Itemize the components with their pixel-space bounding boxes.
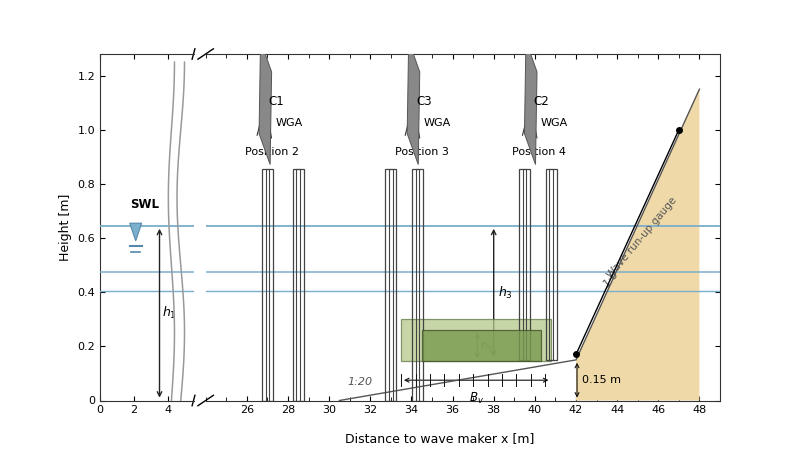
Text: $h_v$: $h_v$ bbox=[480, 339, 494, 353]
Text: WGA: WGA bbox=[424, 118, 451, 128]
Y-axis label: Height [m]: Height [m] bbox=[59, 194, 72, 261]
Bar bbox=[293, 169, 304, 400]
Bar bbox=[550, 169, 553, 360]
Bar bbox=[401, 320, 551, 361]
Polygon shape bbox=[130, 223, 142, 241]
Bar bbox=[416, 169, 419, 400]
Text: $B_v$: $B_v$ bbox=[469, 391, 484, 406]
Polygon shape bbox=[407, 41, 420, 165]
Text: WGA: WGA bbox=[276, 118, 303, 128]
Bar bbox=[389, 169, 393, 400]
Bar bbox=[522, 169, 526, 360]
Text: C1: C1 bbox=[269, 95, 284, 108]
Text: Position 2: Position 2 bbox=[245, 148, 298, 157]
Text: C2: C2 bbox=[534, 95, 550, 108]
Text: Position 3: Position 3 bbox=[394, 148, 449, 157]
Bar bbox=[296, 169, 300, 400]
Bar bbox=[412, 169, 423, 400]
Text: 1:20: 1:20 bbox=[347, 377, 373, 387]
Bar bbox=[519, 169, 530, 360]
Text: Position 4: Position 4 bbox=[512, 148, 566, 157]
Text: $h_1$: $h_1$ bbox=[162, 305, 177, 321]
Bar bbox=[266, 169, 270, 400]
Text: SWL: SWL bbox=[130, 198, 160, 211]
Bar bbox=[546, 169, 557, 360]
Bar bbox=[385, 169, 397, 400]
Bar bbox=[422, 330, 541, 361]
Text: $h_3$: $h_3$ bbox=[498, 285, 513, 301]
Text: WGA: WGA bbox=[541, 118, 568, 128]
Text: 0.15 m: 0.15 m bbox=[582, 375, 621, 385]
Text: 1:6: 1:6 bbox=[602, 269, 621, 289]
Text: Wave run-up gauge: Wave run-up gauge bbox=[605, 196, 678, 280]
Polygon shape bbox=[259, 41, 272, 165]
Polygon shape bbox=[525, 41, 537, 165]
Text: Distance to wave maker x [m]: Distance to wave maker x [m] bbox=[346, 432, 534, 446]
Text: C3: C3 bbox=[417, 95, 432, 108]
Bar bbox=[262, 169, 273, 400]
Polygon shape bbox=[339, 89, 699, 400]
